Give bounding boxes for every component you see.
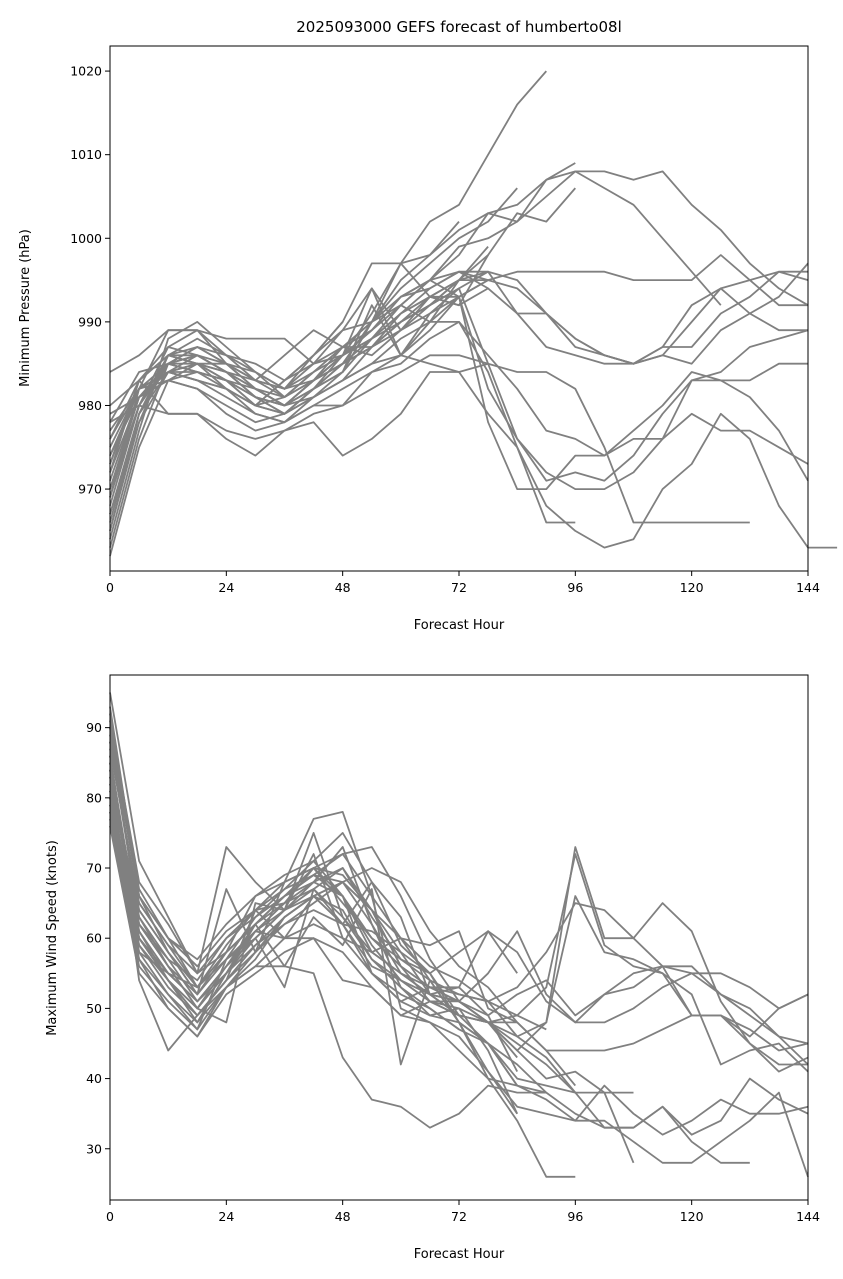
pressure-member-29-line (109, 287, 460, 490)
pressure-member-16-line (109, 354, 750, 524)
wind-x-tick-label: 96 (567, 1209, 583, 1224)
wind-y-tick-label: 80 (86, 790, 102, 805)
pressure-panel: 0 24 48 72 96 120 144 970 980 990 1000 1010 1020 Fo… (18, 45, 838, 633)
wind-y-tick-label: 50 (86, 1001, 102, 1016)
pressure-y-tick-label: 1000 (70, 231, 102, 246)
pressure-member-28-line (109, 279, 489, 532)
wind-member-18-line (109, 769, 547, 1129)
wind-member-29-line (109, 734, 518, 1003)
wind-x-tick-label: 72 (451, 1209, 467, 1224)
wind-member-17-line (109, 727, 634, 1094)
pressure-y-tick-label: 970 (78, 482, 102, 497)
wind-y-tick-label: 70 (86, 861, 102, 876)
pressure-x-tick-label: 24 (218, 580, 234, 595)
wind-member-21-line (109, 706, 576, 1178)
pressure-member-lines (109, 70, 838, 557)
pressure-member-30-line (109, 296, 460, 465)
wind-x-tick-label: 24 (218, 1209, 234, 1224)
wind-y-tick-label: 60 (86, 931, 102, 946)
pressure-x-tick-label: 0 (106, 580, 114, 595)
pressure-x-axis-label: Forecast Hour (414, 618, 505, 633)
wind-y-tick-label: 30 (86, 1141, 102, 1156)
pressure-y-ticks: 970 980 990 1000 1010 1020 (70, 64, 110, 497)
pressure-member-17-line (109, 354, 576, 524)
wind-x-tick-label: 48 (335, 1209, 351, 1224)
wind-y-tick-label: 90 (86, 720, 102, 735)
pressure-x-tick-label: 120 (680, 580, 704, 595)
wind-member-22-line (109, 748, 547, 1094)
pressure-x-ticks: 0 24 48 72 96 120 144 (106, 571, 820, 595)
wind-x-axis-label: Forecast Hour (414, 1247, 505, 1262)
pressure-member-24-line (109, 262, 489, 473)
pressure-y-tick-label: 1010 (70, 147, 102, 162)
pressure-y-tick-label: 990 (78, 314, 102, 329)
wind-member-27-line (109, 783, 459, 1003)
wind-member-24-line (109, 776, 518, 1059)
wind-x-tick-label: 0 (106, 1209, 114, 1224)
wind-y-tick-label: 40 (86, 1071, 102, 1086)
pressure-member-18-line (109, 362, 489, 457)
pressure-x-tick-label: 144 (796, 580, 820, 595)
wind-member-28-line (109, 811, 460, 1038)
wind-y-axis-label: Maximum Wind Speed (knots) (45, 840, 60, 1036)
pressure-y-tick-label: 980 (78, 398, 102, 413)
wind-x-tick-label: 144 (796, 1209, 820, 1224)
pressure-y-tick-label: 1020 (70, 64, 102, 79)
pressure-x-tick-label: 96 (567, 580, 583, 595)
wind-member-lines (109, 692, 809, 1178)
wind-y-ticks: 30 40 50 60 70 80 90 (86, 720, 110, 1156)
wind-panel: 0 24 48 72 96 120 144 30 40 50 60 70 80 90 Forecast … (45, 674, 820, 1262)
pressure-member-15-line (109, 320, 838, 549)
wind-x-ticks: 0 24 48 72 96 120 144 (106, 1200, 820, 1224)
pressure-member-04-line (109, 170, 722, 490)
chart-title: 2025093000 GEFS forecast of humberto08l (296, 18, 621, 36)
wind-member-26-line (109, 804, 460, 1031)
pressure-member-27-line (109, 321, 344, 423)
pressure-y-axis-label: Minimum Pressure (hPa) (18, 229, 33, 387)
wind-member-15-line (109, 825, 809, 1178)
wind-member-25-line (109, 797, 518, 1087)
wind-x-tick-label: 120 (680, 1209, 704, 1224)
pressure-x-tick-label: 72 (451, 580, 467, 595)
pressure-x-tick-label: 48 (335, 580, 351, 595)
wind-member-30-line (109, 790, 518, 1024)
